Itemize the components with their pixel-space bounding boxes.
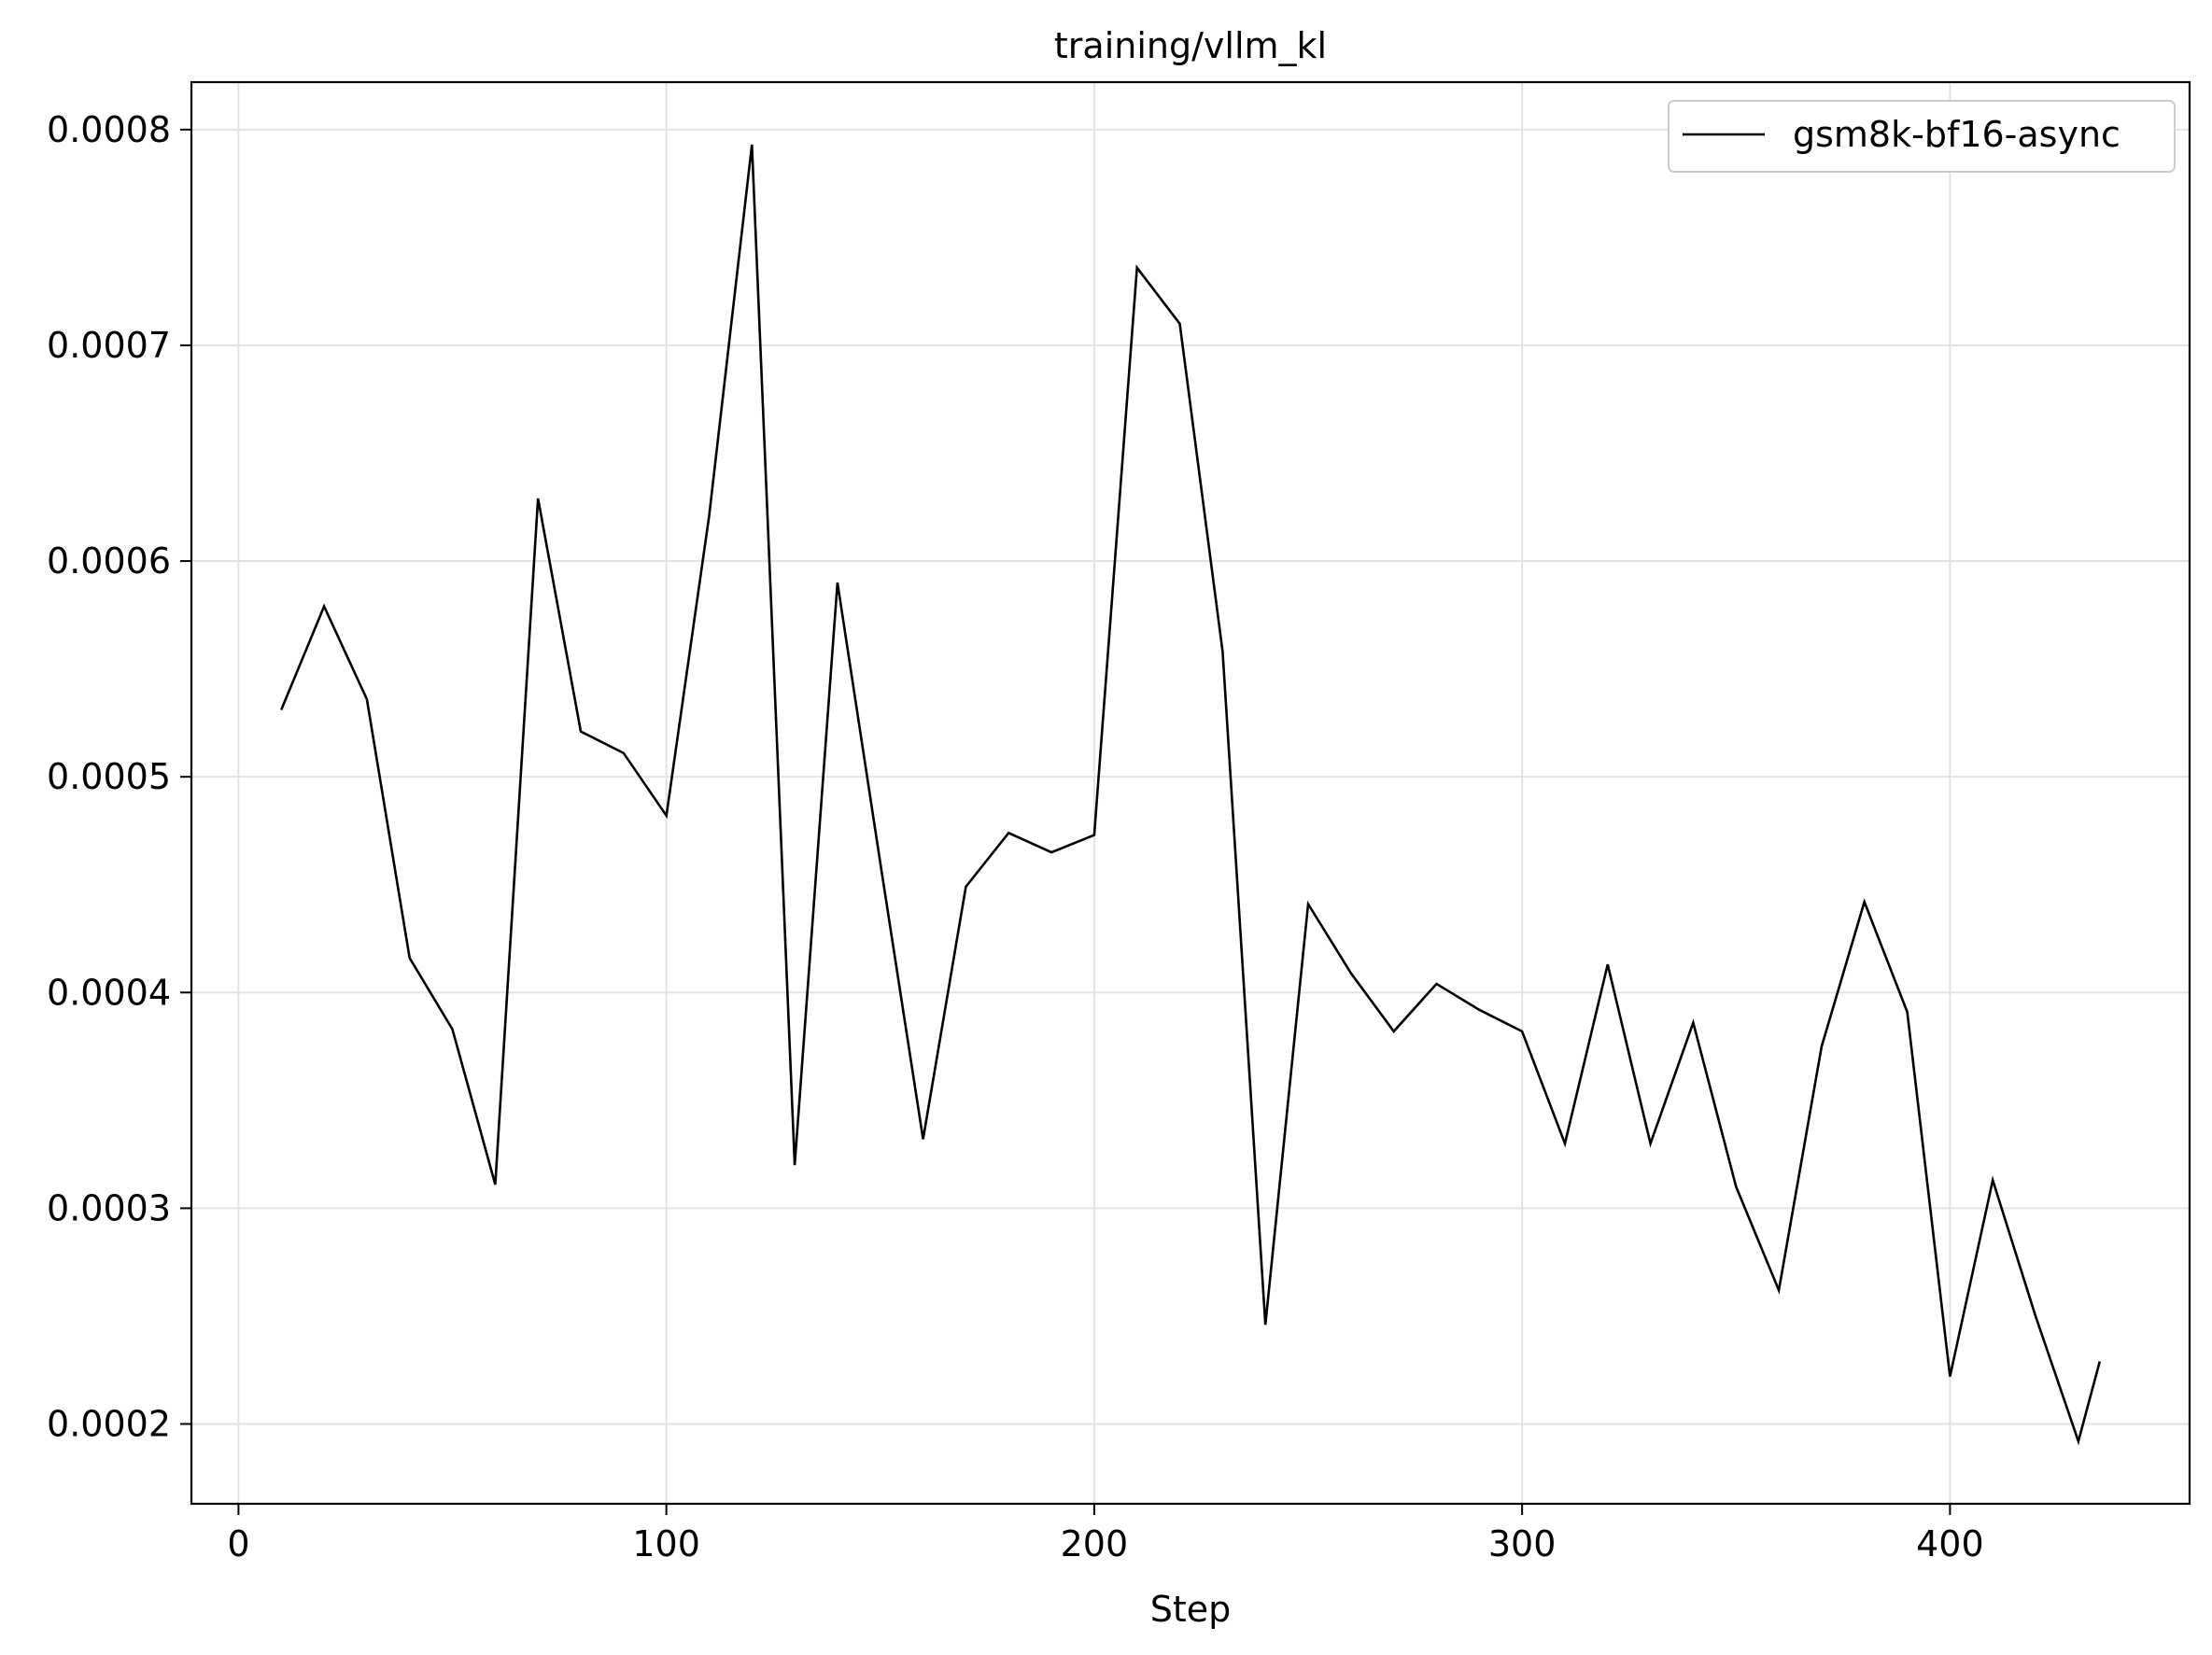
y-tick-label-0.0002: 0.0002 bbox=[47, 1403, 171, 1444]
x-tick-label-300: 300 bbox=[1488, 1523, 1557, 1564]
x-tick-label-100: 100 bbox=[632, 1523, 700, 1564]
chart-title: training/vllm_kl bbox=[1054, 25, 1327, 66]
x-tick-label-400: 400 bbox=[1916, 1523, 1984, 1564]
x-tick-label-0: 0 bbox=[227, 1523, 249, 1564]
y-tick-label-0.0007: 0.0007 bbox=[47, 325, 171, 366]
y-tick-label-0.0004: 0.0004 bbox=[47, 972, 171, 1013]
legend: gsm8k-bf16-async bbox=[1669, 101, 2175, 172]
y-tick-label-0.0008: 0.0008 bbox=[47, 109, 171, 150]
y-tick-label-0.0005: 0.0005 bbox=[47, 756, 171, 797]
legend-label-gsm8k-bf16-async: gsm8k-bf16-async bbox=[1793, 114, 2120, 155]
x-tick-label-200: 200 bbox=[1061, 1523, 1129, 1564]
x-axis-label: Step bbox=[1150, 1589, 1232, 1630]
y-tick-label-0.0003: 0.0003 bbox=[47, 1187, 171, 1228]
y-tick-label-0.0006: 0.0006 bbox=[47, 540, 171, 582]
